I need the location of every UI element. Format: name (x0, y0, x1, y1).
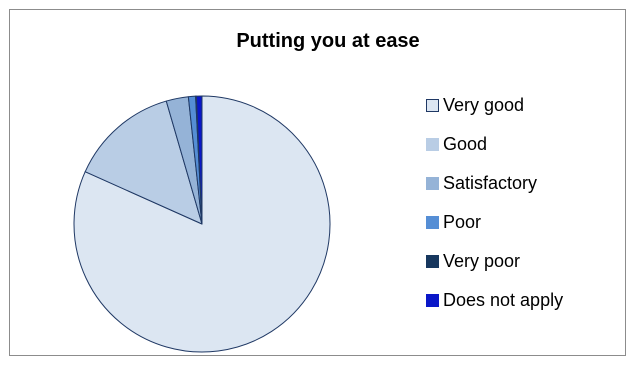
legend-swatch-good (426, 137, 439, 151)
pie-slice-does-not-apply (195, 95, 203, 225)
pie-slice-good (84, 100, 203, 225)
chart-title: Putting you at ease (236, 30, 420, 52)
legend-item-satisfactory: Satisfactory (426, 170, 537, 196)
legend-swatch-satisfactory (426, 176, 439, 190)
legend-item-very-poor: Very poor (426, 248, 520, 274)
legend-swatch-does-not-apply (426, 293, 439, 307)
legend-label-poor: Poor (443, 211, 482, 232)
legend-swatch-very-poor (426, 254, 439, 268)
legend-item-does-not-apply: Does not apply (426, 287, 563, 313)
legend-item-good: Good (426, 131, 487, 157)
legend-label-very-good: Very good (443, 94, 525, 115)
legend-label-satisfactory: Satisfactory (443, 172, 538, 193)
legend-item-poor: Poor (426, 209, 481, 235)
legend-label-does-not-apply: Does not apply (443, 289, 564, 310)
legend-item-very-good: Very good (426, 92, 524, 118)
legend-label-good: Good (443, 133, 488, 154)
legend-label-very-poor: Very poor (443, 250, 521, 271)
legend-swatch-very-good (426, 98, 439, 112)
legend-swatch-poor (426, 215, 439, 229)
